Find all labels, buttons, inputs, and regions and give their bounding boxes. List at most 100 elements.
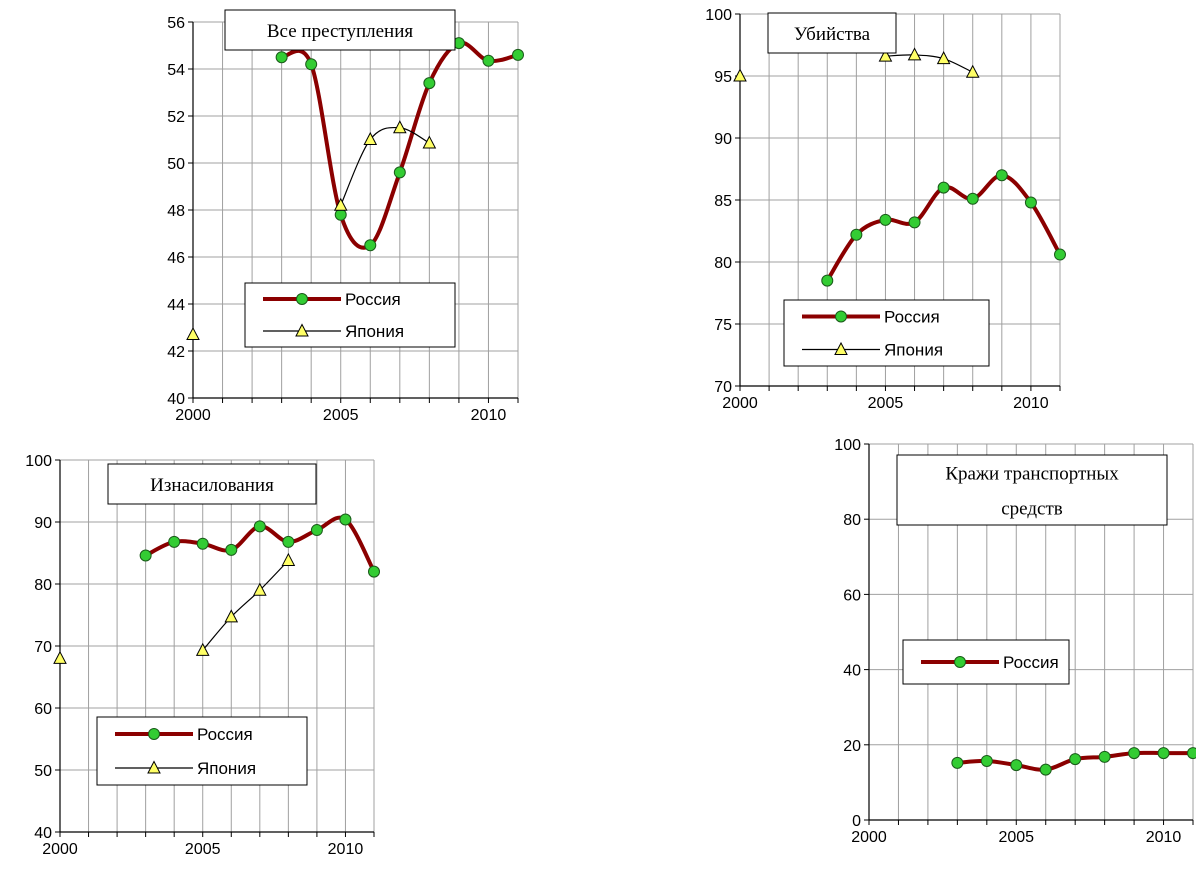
y-tick-label: 44 <box>167 297 185 314</box>
data-point <box>995 169 1008 182</box>
data-point <box>253 520 266 533</box>
y-tick-label: 100 <box>705 7 732 24</box>
legend-box <box>96 716 308 786</box>
x-tick-label: 2010 <box>1013 395 1049 412</box>
data-point <box>951 756 964 769</box>
data-point <box>733 68 747 82</box>
data-point <box>1187 747 1196 760</box>
y-tick-label: 42 <box>167 344 185 361</box>
data-point <box>53 650 67 664</box>
y-tick-label: 40 <box>843 663 861 680</box>
data-point <box>1157 747 1170 760</box>
y-tick-label: 50 <box>167 156 185 173</box>
legend-marker <box>147 760 161 774</box>
y-tick-label: 56 <box>167 15 185 32</box>
data-point <box>282 535 295 548</box>
legend-marker <box>954 656 966 668</box>
legend-marker <box>148 728 160 740</box>
legend-label: Япония <box>197 759 256 778</box>
chart-title: Изнасилования <box>150 475 274 496</box>
series-japan <box>186 120 437 341</box>
data-point <box>1010 759 1023 772</box>
series-line <box>202 559 289 651</box>
legend-label: Япония <box>345 322 404 341</box>
chart-title: Кражи транспортных <box>945 464 1119 485</box>
x-tick-label: 2010 <box>1146 829 1182 846</box>
data-point <box>333 197 348 211</box>
legend-label: Россия <box>884 308 940 327</box>
chart-title-box <box>896 454 1168 526</box>
x-tick-label: 2005 <box>998 829 1034 846</box>
y-tick-label: 50 <box>34 763 52 780</box>
y-tick-label: 80 <box>714 255 732 272</box>
data-point <box>482 54 495 67</box>
x-tick-label: 2005 <box>185 841 221 858</box>
data-point <box>334 208 347 221</box>
y-tick-label: 46 <box>167 250 185 267</box>
data-point <box>305 58 318 71</box>
data-point <box>252 582 267 596</box>
data-point <box>422 135 437 149</box>
data-point <box>339 513 352 526</box>
data-point <box>879 213 892 226</box>
data-point <box>139 549 152 562</box>
legend-box <box>783 299 990 367</box>
y-tick-label: 90 <box>34 515 52 532</box>
data-point <box>821 274 834 287</box>
data-point <box>850 228 863 241</box>
y-tick-label: 100 <box>25 453 52 470</box>
data-point <box>225 543 238 556</box>
data-point <box>512 48 524 61</box>
legend-label: Россия <box>197 725 253 744</box>
y-tick-label: 70 <box>34 639 52 656</box>
data-point <box>392 120 407 134</box>
chart-4: 0 20 40 60 80 100 2000 2005 2010 Кражи транспортн… <box>834 437 1196 846</box>
data-point <box>1098 750 1111 763</box>
y-tick-label: 80 <box>34 577 52 594</box>
data-point <box>423 77 436 90</box>
legend-box <box>244 282 456 348</box>
y-tick-label: 20 <box>843 738 861 755</box>
x-tick-label: 2005 <box>868 395 904 412</box>
chart-2: 70 75 80 85 90 95 100 2000 2005 2010 Убийства Росси… <box>705 7 1066 412</box>
y-tick-label: 60 <box>34 701 52 718</box>
data-point <box>310 524 323 537</box>
legend-marker <box>835 310 847 323</box>
data-point <box>1128 747 1141 760</box>
data-point <box>907 47 922 61</box>
data-point <box>195 642 210 656</box>
data-point <box>186 326 200 341</box>
chart-title-box <box>107 463 317 505</box>
data-point <box>1069 753 1082 766</box>
data-point <box>965 64 980 78</box>
data-point <box>168 535 181 548</box>
data-point <box>363 131 378 145</box>
data-point <box>937 181 950 194</box>
y-tick-label: 100 <box>834 437 861 454</box>
data-point <box>275 51 288 64</box>
data-point <box>1054 248 1066 261</box>
data-point <box>196 537 209 550</box>
y-tick-label: 48 <box>167 203 185 220</box>
y-tick-label: 80 <box>843 512 861 529</box>
x-tick-label: 2000 <box>722 395 758 412</box>
y-tick-label: 90 <box>714 131 732 148</box>
x-tick-label: 2000 <box>851 829 887 846</box>
chart-title: Все преступления <box>267 21 413 42</box>
series-line <box>340 126 430 206</box>
series-japan <box>733 47 980 82</box>
chart-1: 40 42 44 46 48 50 52 54 56 2000 2005 2010 Все престу… <box>167 9 524 424</box>
data-point <box>364 239 377 252</box>
legend-marker <box>296 293 308 305</box>
series-russia <box>139 513 380 578</box>
series-line <box>279 40 520 250</box>
x-tick-label: 2005 <box>323 407 359 424</box>
y-tick-label: 60 <box>843 587 861 604</box>
data-point <box>1039 763 1052 776</box>
x-tick-label: 2010 <box>471 407 507 424</box>
data-point <box>281 552 296 566</box>
series-russia <box>821 169 1066 287</box>
y-tick-label: 40 <box>34 825 52 842</box>
y-tick-label: 95 <box>714 69 732 86</box>
